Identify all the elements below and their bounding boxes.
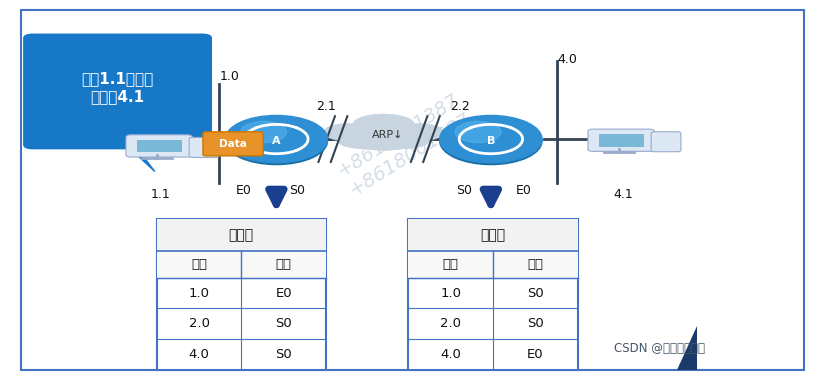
Text: S0: S0 xyxy=(276,317,292,330)
Text: CSDN @傂傂小猪哈哈: CSDN @傂傂小猪哈哈 xyxy=(615,342,705,355)
Text: A: A xyxy=(272,136,280,146)
Text: 2.0: 2.0 xyxy=(189,317,210,330)
Text: 2.2: 2.2 xyxy=(450,100,470,113)
FancyBboxPatch shape xyxy=(599,134,644,147)
FancyBboxPatch shape xyxy=(651,132,681,152)
FancyBboxPatch shape xyxy=(23,34,212,149)
Text: 网段: 网段 xyxy=(191,258,207,271)
Circle shape xyxy=(225,117,328,165)
Text: 路由表: 路由表 xyxy=(229,228,254,242)
Text: 主机1.1要发送
数据到4.1: 主机1.1要发送 数据到4.1 xyxy=(82,71,153,104)
Text: 网段: 网段 xyxy=(443,258,459,271)
FancyBboxPatch shape xyxy=(189,138,219,157)
FancyBboxPatch shape xyxy=(588,129,654,151)
Circle shape xyxy=(440,117,542,165)
Text: E0: E0 xyxy=(276,287,292,299)
Text: 接口: 接口 xyxy=(276,258,291,271)
Text: 1.0: 1.0 xyxy=(189,287,210,299)
Circle shape xyxy=(225,115,328,163)
Text: 1.0: 1.0 xyxy=(219,70,239,83)
Text: E0: E0 xyxy=(235,184,252,197)
Text: S0: S0 xyxy=(455,184,472,197)
Circle shape xyxy=(455,121,501,142)
Text: 2.0: 2.0 xyxy=(441,317,461,330)
Circle shape xyxy=(241,121,286,142)
Circle shape xyxy=(440,115,542,163)
Ellipse shape xyxy=(338,133,388,149)
Text: S0: S0 xyxy=(276,348,292,361)
FancyBboxPatch shape xyxy=(157,219,326,370)
FancyBboxPatch shape xyxy=(21,10,804,370)
Text: 4.1: 4.1 xyxy=(613,188,633,201)
Text: +8618001387
+8618001387: +8618001387 +8618001387 xyxy=(334,90,474,199)
Text: ARP↓: ARP↓ xyxy=(372,130,403,140)
FancyBboxPatch shape xyxy=(157,251,326,278)
FancyBboxPatch shape xyxy=(408,251,578,278)
FancyBboxPatch shape xyxy=(408,219,578,370)
Text: E0: E0 xyxy=(527,348,544,361)
Ellipse shape xyxy=(353,114,414,135)
FancyBboxPatch shape xyxy=(126,135,192,157)
FancyBboxPatch shape xyxy=(137,140,182,152)
Text: Data: Data xyxy=(219,139,247,149)
Text: 4.0: 4.0 xyxy=(189,348,210,361)
Text: S0: S0 xyxy=(527,287,544,299)
Text: E0: E0 xyxy=(516,184,532,197)
Text: 1.0: 1.0 xyxy=(441,287,461,299)
Text: 4.0: 4.0 xyxy=(558,53,578,66)
Text: S0: S0 xyxy=(289,184,305,197)
Text: 4.0: 4.0 xyxy=(441,348,461,361)
Polygon shape xyxy=(126,145,155,171)
FancyBboxPatch shape xyxy=(157,219,326,251)
Text: 路由表: 路由表 xyxy=(480,228,506,242)
Text: B: B xyxy=(487,136,495,146)
Polygon shape xyxy=(676,326,697,370)
Text: 接口: 接口 xyxy=(527,258,543,271)
FancyBboxPatch shape xyxy=(408,219,578,251)
FancyBboxPatch shape xyxy=(203,132,263,156)
Ellipse shape xyxy=(398,123,444,141)
Text: S0: S0 xyxy=(527,317,544,330)
Ellipse shape xyxy=(355,137,412,150)
Ellipse shape xyxy=(324,123,370,141)
Ellipse shape xyxy=(380,133,429,149)
Text: 2.1: 2.1 xyxy=(316,100,336,113)
Text: 1.1: 1.1 xyxy=(151,188,171,201)
